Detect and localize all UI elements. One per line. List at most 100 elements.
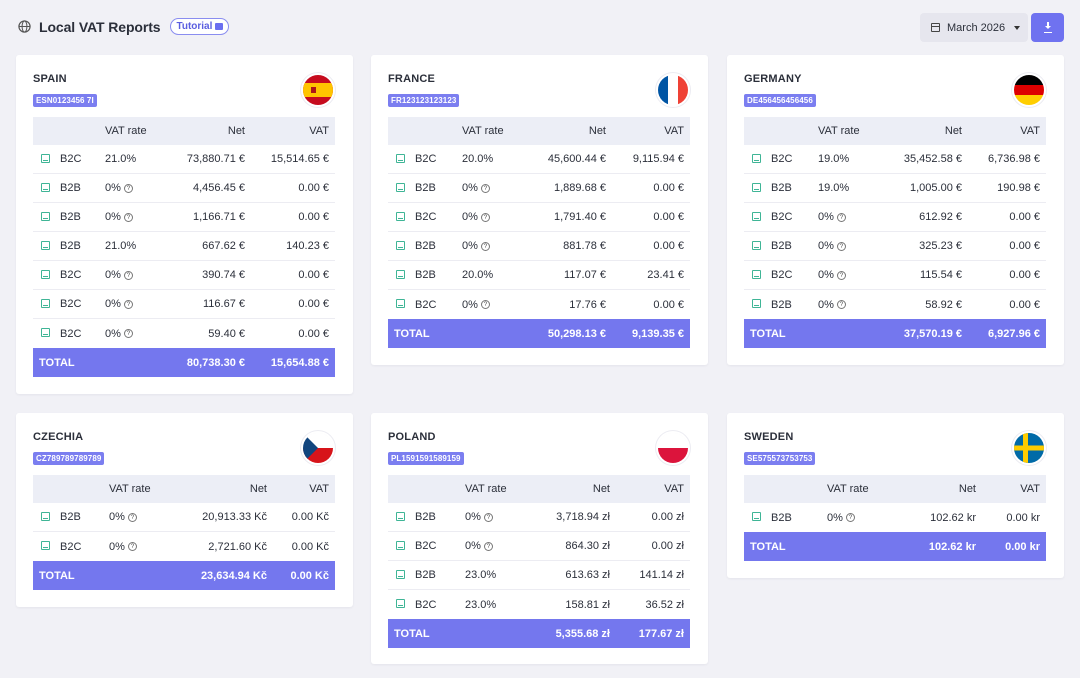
table-row[interactable]: B2B 19.0% 1,005.00 € 190.98 € <box>744 174 1046 203</box>
table-row[interactable]: B2B 0%? 1,166.71 € 0.00 € <box>33 203 335 232</box>
table-row[interactable]: B2C 20.0% 45,600.44 € 9,115.94 € <box>388 145 690 174</box>
country-name: SWEDEN <box>744 431 794 443</box>
table-row[interactable]: B2C 21.0% 73,880.71 € 15,514.65 € <box>33 145 335 174</box>
poland-flag-icon <box>658 433 688 463</box>
table-row[interactable]: B2B 21.0% 667.62 € 140.23 € <box>33 232 335 261</box>
table-row[interactable]: B2B 0%? 20,913.33 Kč 0.00 Kč <box>33 503 335 532</box>
row-vat: 0.00 € <box>1009 298 1040 311</box>
help-icon[interactable]: ? <box>127 542 137 551</box>
help-icon[interactable]: ? <box>836 270 846 280</box>
receipt-icon <box>41 212 50 221</box>
row-net: 2,721.60 Kč <box>208 540 267 553</box>
table-row[interactable]: B2B 0%? 58.92 € 0.00 € <box>744 290 1046 319</box>
help-icon[interactable]: ? <box>480 183 490 193</box>
table-row[interactable]: B2B 23.0% 613.63 zł 141.14 zł <box>388 561 690 590</box>
france-flag-icon <box>658 75 688 105</box>
row-net: 667.62 € <box>202 240 245 252</box>
row-rate-wrap: 0%? <box>109 532 137 561</box>
table-row[interactable]: B2C 19.0% 35,452.58 € 6,736.98 € <box>744 145 1046 174</box>
help-icon[interactable]: ? <box>123 270 133 280</box>
table-row[interactable]: B2C 0%? 390.74 € 0.00 € <box>33 261 335 290</box>
vat-table: VAT rate Net VAT B2C 19.0% 35,452.58 € 6,73… <box>744 117 1046 348</box>
total-net: 5,355.68 zł <box>555 627 610 640</box>
table-row[interactable]: B2C 23.0% 158.81 zł 36.52 zł <box>388 590 690 619</box>
col-vat: VAT <box>1020 483 1040 495</box>
row-type: B2B <box>415 569 436 581</box>
col-vat: VAT <box>664 483 684 495</box>
table-header: VAT rate Net VAT <box>33 475 335 503</box>
row-type: B2B <box>60 240 81 252</box>
table-row[interactable]: B2C 0%? 115.54 € 0.00 € <box>744 261 1046 290</box>
col-vat-rate: VAT rate <box>465 483 507 495</box>
row-vat: 23.41 € <box>647 269 684 281</box>
table-row[interactable]: B2C 0%? 612.92 € 0.00 € <box>744 203 1046 232</box>
total-label: TOTAL <box>750 540 786 553</box>
receipt-icon <box>396 299 405 308</box>
country-card-germany: GERMANY DE456456456456 VAT rate Net VAT … <box>727 55 1064 365</box>
col-net: Net <box>227 125 245 137</box>
row-net: 4,456.45 € <box>193 182 245 194</box>
table-row[interactable]: B2B 0%? 881.78 € 0.00 € <box>388 232 690 261</box>
row-rate-wrap: 0%? <box>818 290 846 319</box>
table-row[interactable]: B2C 0%? 59.40 € 0.00 € <box>33 319 335 348</box>
col-vat: VAT <box>664 125 684 137</box>
help-icon[interactable]: ? <box>483 541 493 551</box>
help-icon[interactable]: ? <box>123 329 133 338</box>
row-type: B2B <box>60 182 81 194</box>
table-row[interactable]: B2B 20.0% 117.07 € 23.41 € <box>388 261 690 290</box>
help-icon[interactable]: ? <box>483 512 493 522</box>
row-rate: 23.0% <box>465 569 497 581</box>
row-rate: 19.0% <box>818 182 850 194</box>
receipt-icon <box>752 512 761 521</box>
table-row[interactable]: B2B 0%? 4,456.45 € 0.00 € <box>33 174 335 203</box>
receipt-icon <box>396 599 405 608</box>
col-net: Net <box>944 125 962 137</box>
table-row[interactable]: B2C 0%? 864.30 zł 0.00 zł <box>388 532 690 561</box>
row-type: B2C <box>60 153 82 165</box>
country-name: SPAIN <box>33 73 67 85</box>
country-name: FRANCE <box>388 73 436 85</box>
receipt-icon <box>41 541 50 550</box>
row-type: B2B <box>771 240 792 252</box>
tutorial-button[interactable]: Tutorial <box>170 18 230 35</box>
table-row[interactable]: B2C 0%? 1,791.40 € 0.00 € <box>388 203 690 232</box>
row-net: 1,889.68 € <box>554 182 606 194</box>
table-row[interactable]: B2C 0%? 17.76 € 0.00 € <box>388 290 690 319</box>
help-icon[interactable]: ? <box>480 241 490 251</box>
row-rate-wrap: 0%? <box>105 290 133 318</box>
table-row[interactable]: B2B 0%? 102.62 kr 0.00 kr <box>744 503 1046 532</box>
row-net: 102.62 kr <box>930 511 976 524</box>
row-net: 325.23 € <box>919 240 962 252</box>
row-net: 116.67 € <box>202 298 245 310</box>
receipt-icon <box>41 183 50 192</box>
help-icon[interactable]: ? <box>836 212 846 222</box>
help-icon[interactable]: ? <box>127 512 137 522</box>
row-vat: 0.00 zł <box>651 511 684 523</box>
month-picker-button[interactable]: March 2026 <box>920 13 1028 42</box>
table-row[interactable]: B2B 0%? 325.23 € 0.00 € <box>744 232 1046 261</box>
help-icon[interactable]: ? <box>836 241 846 251</box>
page-title: Local VAT Reports <box>39 18 161 35</box>
row-net: 158.81 zł <box>565 598 610 611</box>
table-row[interactable]: B2C 0%? 116.67 € 0.00 € <box>33 290 335 319</box>
table-header: VAT rate Net VAT <box>388 117 690 145</box>
help-icon[interactable]: ? <box>123 212 133 222</box>
country-card-france: FRANCE FR123123123123 VAT rate Net VAT B… <box>371 55 708 365</box>
help-icon[interactable]: ? <box>123 299 133 309</box>
help-icon[interactable]: ? <box>845 513 855 522</box>
row-net: 59.40 € <box>208 327 245 340</box>
table-row[interactable]: B2B 0%? 3,718.94 zł 0.00 zł <box>388 503 690 532</box>
row-type: B2C <box>771 269 793 281</box>
globe-icon <box>18 20 31 33</box>
download-button[interactable] <box>1031 13 1064 42</box>
row-net: 17.76 € <box>569 298 606 311</box>
help-icon[interactable]: ? <box>480 300 490 309</box>
help-icon[interactable]: ? <box>480 212 490 222</box>
help-icon[interactable]: ? <box>123 183 133 193</box>
total-net: 37,570.19 € <box>903 327 962 340</box>
table-row[interactable]: B2B 0%? 1,889.68 € 0.00 € <box>388 174 690 203</box>
total-net: 102.62 kr <box>928 540 976 553</box>
help-icon[interactable]: ? <box>836 300 846 309</box>
total-row: TOTAL 37,570.19 € 6,927.96 € <box>744 319 1046 348</box>
table-row[interactable]: B2C 0%? 2,721.60 Kč 0.00 Kč <box>33 532 335 561</box>
